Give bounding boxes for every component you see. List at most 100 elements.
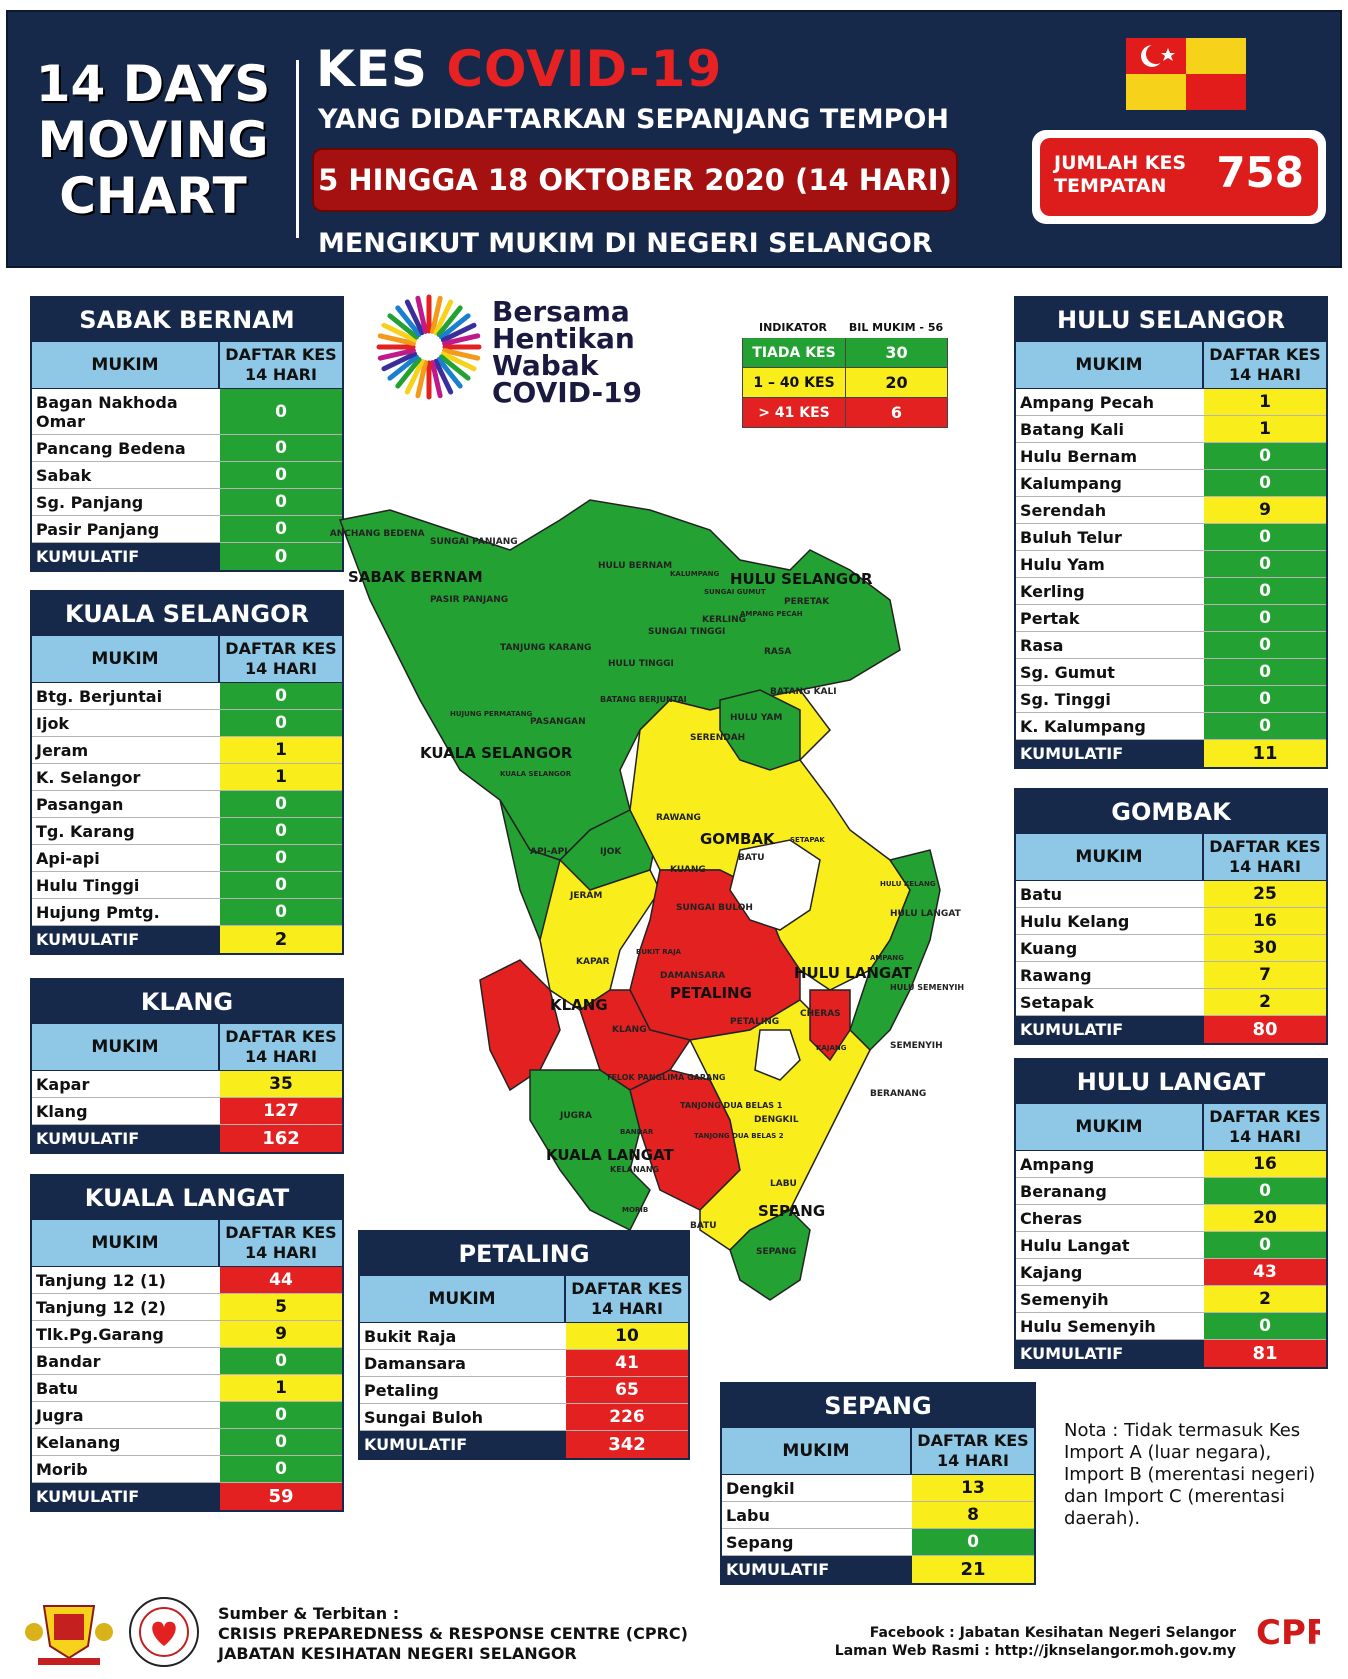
- table-header: MUKIM DAFTAR KES 14 HARI: [32, 1220, 342, 1267]
- map-mukim-label: SETAPAK: [790, 836, 825, 844]
- burst-ray: [430, 295, 443, 334]
- map-mukim-label: TANJONG DUA BELAS 1: [680, 1101, 783, 1110]
- table-total-row: KUMULATIF 59: [32, 1483, 342, 1510]
- mukim-name: Jeram: [36, 740, 89, 760]
- table-row: Sepang 0: [722, 1529, 1034, 1556]
- table-row: Ampang Pecah 1: [1016, 389, 1326, 416]
- total-value: 11: [1204, 740, 1326, 767]
- indicator-row: TIADA KES 30: [742, 338, 948, 368]
- mukim-name: Pasir Panjang: [36, 519, 160, 539]
- burst-ray: [433, 299, 454, 336]
- mukim-name: Labu: [726, 1505, 770, 1525]
- note-text: Nota : Tidak termasuk Kes Import A (luar…: [1064, 1420, 1316, 1529]
- case-count: 0: [1204, 605, 1326, 631]
- total-value: 162: [220, 1125, 342, 1152]
- map-label-hulu-langat: HULU LANGAT: [794, 964, 913, 982]
- mukim-name: Hulu Kelang: [1020, 911, 1130, 931]
- district-title: SEPANG: [722, 1384, 1034, 1428]
- total-label: KUMULATIF: [36, 1129, 140, 1148]
- case-count: 20: [1204, 1205, 1326, 1231]
- table-row: Petaling 65: [360, 1377, 688, 1404]
- case-count: 0: [1204, 551, 1326, 577]
- map-mukim-label: BATU: [690, 1221, 717, 1231]
- mukim-name: Buluh Telur: [1020, 527, 1122, 547]
- case-count: 0: [912, 1529, 1034, 1555]
- mukim-name: Morib: [36, 1459, 88, 1479]
- map-mukim-label: AMPANG: [870, 954, 904, 962]
- mukim-name: Kalumpang: [1020, 473, 1122, 493]
- map-region-kuala-langat: [529, 1069, 651, 1232]
- selangor-flag-icon: [1126, 38, 1246, 110]
- mukim-name: Semenyih: [1020, 1289, 1109, 1309]
- mukim-name: Sungai Buloh: [364, 1407, 484, 1427]
- total-value: 342: [566, 1431, 688, 1458]
- case-count: 8: [912, 1502, 1034, 1528]
- table-kuala-langat: KUALA LANGAT MUKIM DAFTAR KES 14 HARI Tanjun…: [30, 1174, 344, 1512]
- total-label: KUMULATIF: [364, 1435, 468, 1454]
- map-mukim-label: SUNGAI TINGGI: [648, 627, 725, 637]
- case-count: 0: [1204, 1313, 1326, 1339]
- col-kes: DAFTAR KES 14 HARI: [1209, 1107, 1321, 1146]
- table-klang: KLANG MUKIM DAFTAR KES 14 HARI Kapar 35 Klang 1…: [30, 978, 344, 1154]
- table-row: Buluh Telur 0: [1016, 524, 1326, 551]
- table-row: Kelanang 0: [32, 1429, 342, 1456]
- map-region-hulu-yam: [719, 689, 801, 771]
- col-mukim: MUKIM: [32, 342, 220, 388]
- title-highlight: COVID-19: [446, 40, 723, 98]
- table-header: MUKIM DAFTAR KES 14 HARI: [722, 1428, 1034, 1475]
- case-count: 0: [220, 1429, 342, 1455]
- map-label-kuala-selangor: KUALA SELANGOR: [420, 744, 573, 762]
- map-mukim-label: KAJANG: [816, 1044, 847, 1052]
- map-label-gombak: GOMBAK: [700, 830, 776, 848]
- website-link[interactable]: Laman Web Rasmi : http://jknselangor.moh…: [834, 1643, 1236, 1659]
- mukim-name: Beranang: [1020, 1181, 1107, 1201]
- map-mukim-label: SERENDAH: [690, 733, 745, 743]
- table-total-row: KUMULATIF 81: [1016, 1340, 1326, 1367]
- burst-ray: [381, 351, 418, 372]
- mukim-name: Bukit Raja: [364, 1326, 457, 1346]
- case-count: 0: [220, 389, 342, 434]
- facebook-link[interactable]: Facebook : Jabatan Kesihatan Negeri Sela…: [869, 1625, 1236, 1641]
- table-total-row: KUMULATIF 2: [32, 926, 342, 953]
- map-mukim-label: KUALA SELANGOR: [500, 770, 572, 778]
- table-header: MUKIM DAFTAR KES 14 HARI: [32, 1024, 342, 1071]
- col-kes: DAFTAR KES 14 HARI: [225, 1027, 337, 1066]
- case-count: 1: [220, 764, 342, 790]
- table-row: Serendah 9: [1016, 497, 1326, 524]
- table-hulu-langat: HULU LANGAT MUKIM DAFTAR KES 14 HARI Ampang 1…: [1014, 1058, 1328, 1369]
- case-count: 1: [1204, 389, 1326, 415]
- col-mukim: MUKIM: [32, 1220, 220, 1266]
- map-mukim-label: PASANGAN: [530, 717, 586, 727]
- burst-ray: [377, 348, 416, 361]
- date-range-banner: 5 HINGGA 18 OKTOBER 2020 (14 HARI): [312, 148, 958, 212]
- mukim-name: Sg. Gumut: [1020, 662, 1115, 682]
- map-mukim-label: CHERAS: [800, 1009, 841, 1019]
- mukim-name: Klang: [36, 1101, 88, 1121]
- burst-ray: [415, 295, 428, 334]
- map-mukim-label: HULU BERNAM: [598, 561, 672, 571]
- table-total-row: KUMULATIF 11: [1016, 740, 1326, 767]
- table-row: Hulu Bernam 0: [1016, 443, 1326, 470]
- map-mukim-label: IJOK: [600, 847, 622, 857]
- map-mukim-label: HULU KELANG: [880, 880, 936, 888]
- mukim-name: Sabak: [36, 465, 92, 485]
- case-count: 0: [1204, 524, 1326, 550]
- burst-ray: [440, 322, 477, 343]
- table-row: Kalumpang 0: [1016, 470, 1326, 497]
- case-count: 1: [220, 1375, 342, 1401]
- total-value: 80: [1204, 1016, 1326, 1043]
- subtitle: YANG DIDAFTARKAN SEPANJANG TEMPOH: [318, 104, 949, 135]
- table-hulu-selangor: HULU SELANGOR MUKIM DAFTAR KES 14 HARI Ampan…: [1014, 296, 1328, 769]
- col-kes: DAFTAR KES 14 HARI: [917, 1431, 1029, 1470]
- mukim-name: Tg. Karang: [36, 821, 135, 841]
- map-mukim-label: JERAM: [569, 891, 602, 901]
- map-region-klang-islands: [479, 959, 561, 1092]
- map-mukim-label: LABU: [770, 1179, 797, 1189]
- footer-contact: Facebook : Jabatan Kesihatan Negeri Sela…: [835, 1624, 1236, 1660]
- col-kes: DAFTAR KES 14 HARI: [225, 639, 337, 678]
- burst-ray: [395, 305, 422, 337]
- map-mukim-label: SEPANG: [756, 1247, 796, 1257]
- mukim-name: Bandar: [36, 1351, 101, 1371]
- map-mukim-label: MORIB: [622, 1206, 648, 1214]
- case-count: 0: [220, 1348, 342, 1374]
